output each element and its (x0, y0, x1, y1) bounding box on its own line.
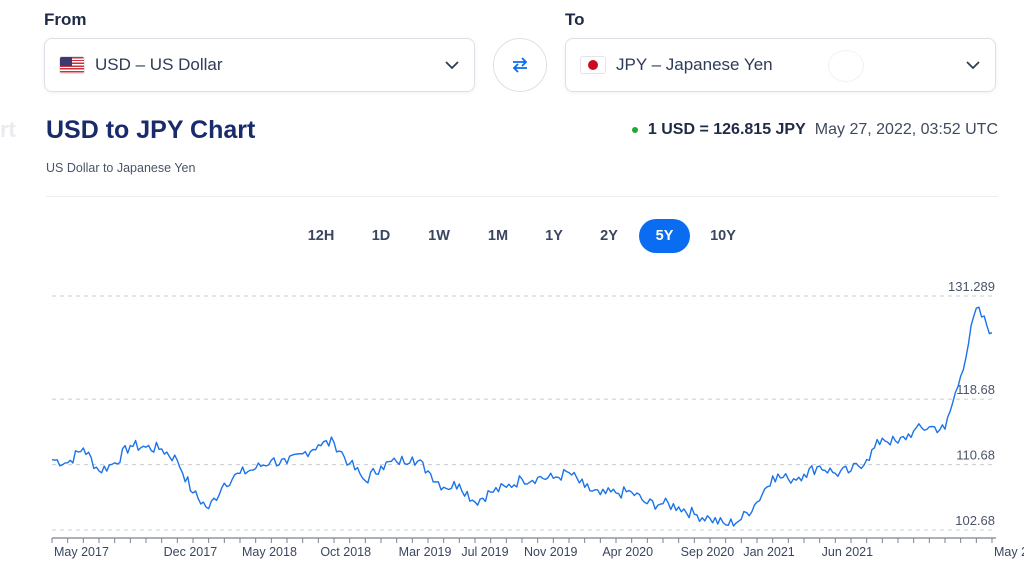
to-currency-value: JPY – Japanese Yen (616, 55, 773, 74)
ghost-text: rt (0, 117, 16, 142)
page-subtitle: US Dollar to Japanese Yen (46, 161, 196, 175)
tab-10y[interactable]: 10Y (710, 228, 736, 244)
x-tick-label: Dec 2017 (164, 545, 218, 559)
tab-1m[interactable]: 1M (487, 228, 509, 244)
tab-2y[interactable]: 2Y (600, 228, 618, 244)
from-currency-value: USD – US Dollar (95, 55, 223, 74)
y-tick-label: 102.68 (955, 513, 995, 528)
x-tick-label: Sep 2020 (681, 545, 735, 559)
x-tick-label: Apr 2020 (602, 545, 653, 559)
x-tick-label: Jun 2021 (822, 545, 873, 559)
x-tick-label: Jan 2021 (743, 545, 794, 559)
rate-timestamp: May 27, 2022, 03:52 UTC (814, 121, 998, 138)
us-flag-icon (59, 56, 85, 74)
current-rate: 1 USD = 126.815 JPY May 27, 2022, 03:52 … (631, 121, 998, 139)
from-label: From (44, 10, 87, 29)
x-tick-label: Nov 2019 (524, 545, 578, 559)
tab-5y[interactable]: 5Y (639, 219, 690, 253)
x-tick-label: Oct 2018 (320, 545, 371, 559)
x-tick-label: May 2022 (994, 545, 1024, 559)
tab-1y[interactable]: 1Y (545, 228, 563, 244)
x-tick-label: May 2018 (242, 545, 297, 559)
from-currency-select[interactable]: USD – US Dollar (44, 38, 475, 92)
swap-currencies-button[interactable] (493, 38, 547, 92)
y-tick-label: 110.68 (956, 448, 995, 463)
tab-12h[interactable]: 12H (307, 228, 335, 244)
x-tick-label: Mar 2019 (399, 545, 452, 559)
x-tick-label: May 2017 (54, 545, 109, 559)
tab-1d[interactable]: 1D (371, 228, 391, 244)
jp-flag-icon (580, 56, 606, 74)
page-title: USD to JPY Chart (46, 116, 256, 144)
tab-1w[interactable]: 1W (428, 228, 450, 244)
divider (46, 196, 998, 197)
to-label: To (565, 10, 585, 29)
chevron-down-icon (966, 61, 980, 70)
swap-arrows-icon (512, 57, 528, 73)
to-currency-select[interactable]: JPY – Japanese Yen (565, 38, 996, 92)
chevron-down-icon (445, 61, 459, 70)
rate-value: 1 USD = 126.815 JPY (647, 121, 806, 138)
y-tick-label: 131.289 (948, 279, 995, 294)
x-tick-label: Jul 2019 (461, 545, 508, 559)
usd-jpy-series-line (51, 306, 993, 527)
y-tick-label: 118.68 (956, 382, 995, 397)
usd-jpy-line-chart[interactable]: 102.68 110.68 118.68 131.289 May 2017 Dec 201… (0, 270, 1024, 581)
ghost-circle (828, 50, 864, 82)
live-status-dot (631, 127, 638, 133)
